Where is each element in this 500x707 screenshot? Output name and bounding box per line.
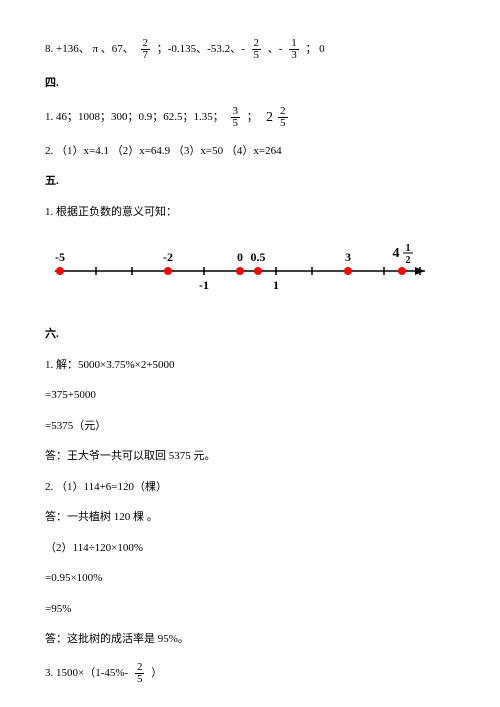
section-6-body: 1. 解：5000×3.75%×2+5000 =375+5000 =5375（元） 答… [45, 357, 455, 648]
s6-line: 1. 解：5000×3.75%×2+5000 [45, 357, 455, 374]
svg-text:-5: -5 [55, 250, 65, 264]
q8-line: 8. +136、 π 、67、 27 ；-0.135、-53.2、- 25 、-… [45, 38, 455, 61]
s4-l1-pre: 1. 46；1008；300；0.9；62.5；1.35； [45, 111, 224, 123]
s6-line: 答：王大爷一共可以取回 5375 元。 [45, 448, 455, 465]
frac-3-5: 35 [231, 106, 241, 129]
s4-l1-sep: ； [247, 111, 258, 123]
q8-pre: 8. +136、 π 、67、 [45, 43, 134, 55]
s6-line: =95% [45, 601, 455, 618]
number-line: -5-200.53412-11 [45, 236, 455, 308]
svg-text:2: 2 [406, 255, 411, 266]
section-5-heading: 五. [45, 173, 455, 190]
s6-last-tail: ） [151, 667, 162, 679]
s6-last-pre: 3. 1500×（1-45%- [45, 667, 128, 679]
svg-text:1: 1 [406, 243, 411, 254]
s4-line1: 1. 46；1008；300；0.9；62.5；1.35； 35 ； 2 25 [45, 106, 455, 129]
s6-line: 答：这批树的成活率是 95%。 [45, 631, 455, 648]
q8-mid1: ；-0.135、-53.2、- [157, 43, 245, 55]
s6-line: =375+5000 [45, 387, 455, 404]
frac-2-5: 25 [252, 38, 262, 61]
svg-text:0: 0 [237, 250, 243, 264]
number-line-svg: -5-200.53412-11 [45, 236, 445, 308]
section-6-heading: 六. [45, 326, 455, 343]
svg-text:1: 1 [273, 278, 279, 292]
s6-line: =0.95×100% [45, 570, 455, 587]
s5-line1: 1. 根据正负数的意义可知： [45, 204, 455, 221]
svg-text:-1: -1 [199, 278, 209, 292]
mixed-2-2-5: 2 25 [266, 106, 292, 129]
s6-last: 3. 1500×（1-45%- 25 ） [45, 662, 455, 685]
svg-text:4: 4 [393, 246, 400, 261]
s4-line2: 2. （1）x=4.1 （2）x=64.9 （3）x=50 （4）x=264 [45, 143, 455, 160]
svg-text:-2: -2 [163, 250, 173, 264]
s6-line: 答：一共植树 120 棵 。 [45, 509, 455, 526]
frac-1-3: 13 [289, 38, 299, 61]
q8-tail: ； 0 [305, 43, 324, 55]
frac-2-5b: 25 [135, 662, 145, 685]
s6-line: 2. （1）114+6=120（棵） [45, 479, 455, 496]
section-4-heading: 四. [45, 75, 455, 92]
frac-2-7: 27 [141, 38, 151, 61]
svg-text:3: 3 [345, 250, 351, 264]
s6-line: =5375（元） [45, 418, 455, 435]
s6-line: （2）114÷120×100% [45, 540, 455, 557]
svg-text:0.5: 0.5 [251, 250, 266, 264]
q8-mid2: 、- [268, 43, 283, 55]
